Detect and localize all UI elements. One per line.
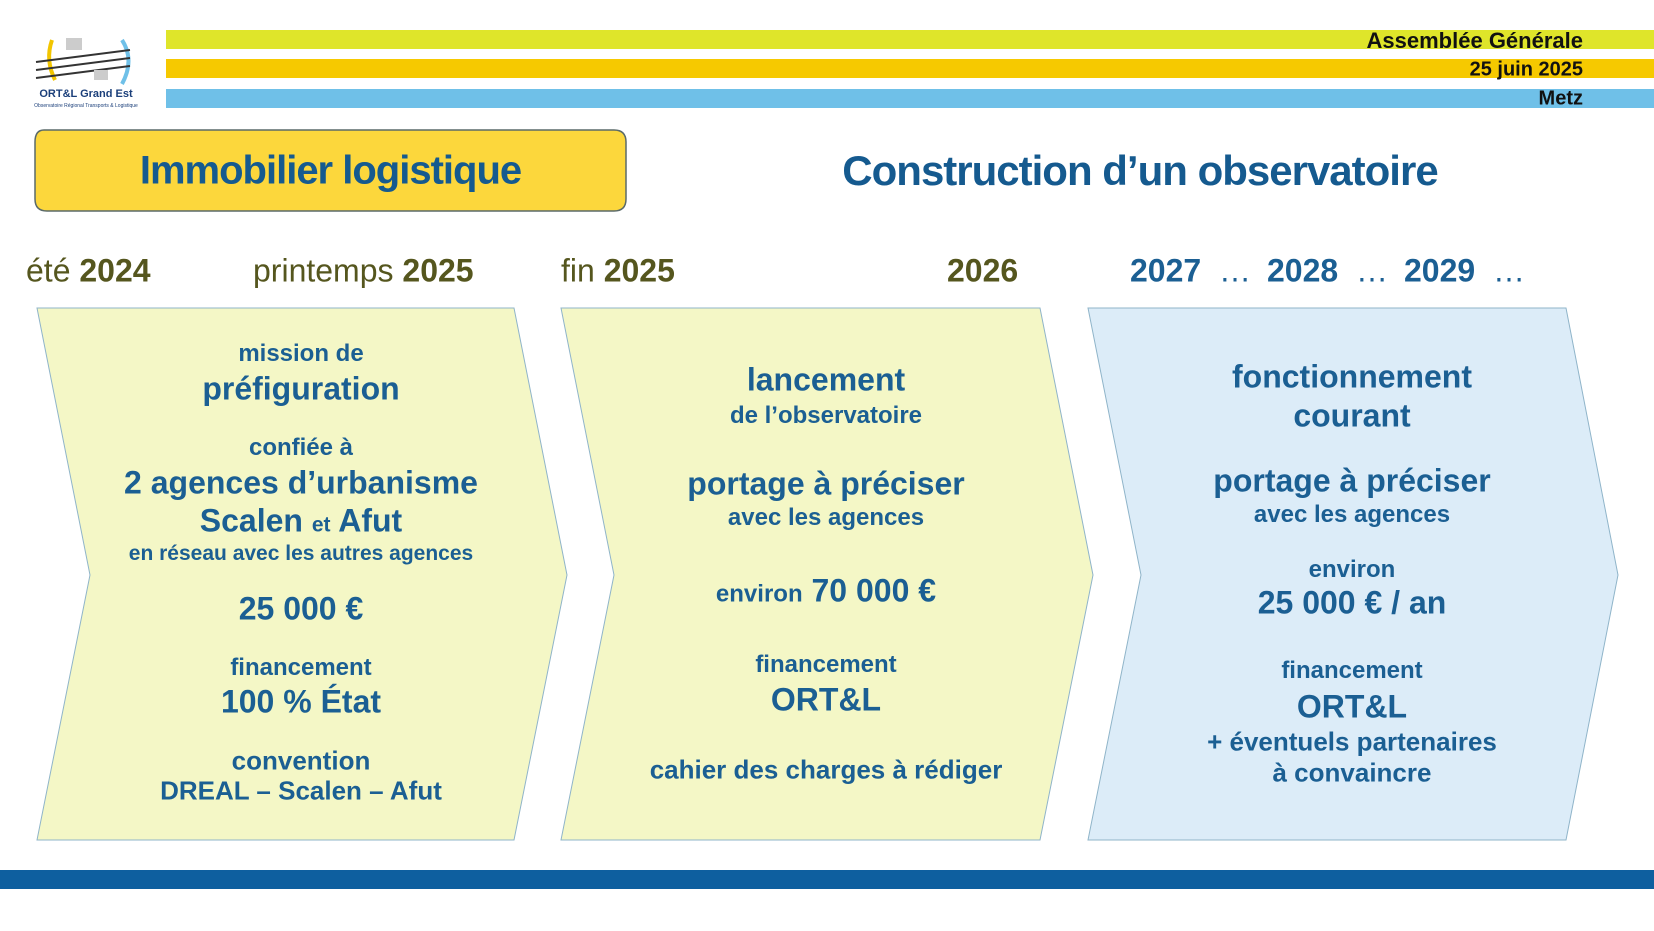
text: et — [311, 513, 331, 537]
line: avec les agences — [1253, 501, 1451, 528]
chevron — [36, 307, 568, 841]
timeline-label: 2028 … — [1267, 253, 1388, 290]
line: fonctionnement — [1232, 358, 1472, 395]
dots: … — [1492, 252, 1525, 289]
line: cahier des charges à rédiger — [649, 754, 1003, 785]
period: été — [26, 252, 71, 289]
title: Construction d’un observatoire — [842, 147, 1438, 194]
line: en réseau avec les autres agences — [128, 542, 474, 565]
line: courant — [1293, 397, 1411, 434]
tag-box — [34, 129, 627, 212]
line: convention — [231, 745, 371, 776]
dots: … — [1218, 252, 1251, 289]
logo-subtitle: Observatoire Régional Transports & Logis… — [34, 103, 138, 109]
line: financement — [230, 654, 372, 681]
line: DREAL – Scalen – Afut — [160, 775, 442, 806]
year: 2027 — [1130, 252, 1202, 289]
period: printemps — [253, 252, 394, 289]
chevron — [560, 307, 1094, 841]
line: mission de — [238, 340, 364, 367]
year: 2029 — [1404, 252, 1476, 289]
text: Afut — [338, 502, 403, 539]
year: 2025 — [603, 252, 675, 289]
timeline-label: été 2024 — [26, 253, 151, 290]
chevron — [1087, 307, 1619, 841]
logo — [35, 38, 131, 85]
line: à convaincre — [1272, 757, 1432, 788]
line: financement — [755, 651, 897, 678]
line: Scalen et Afut — [41, 503, 561, 540]
date: 25 juin 2025 — [1469, 58, 1583, 81]
line: environ — [1308, 556, 1396, 583]
line: ORT&L — [770, 681, 882, 718]
year: 2025 — [402, 252, 474, 289]
line: portage à préciser — [687, 465, 965, 502]
text: 70 000 € — [811, 572, 937, 609]
timeline-label: 2029 … — [1404, 253, 1525, 290]
year: 2028 — [1267, 252, 1339, 289]
year: 2024 — [79, 252, 151, 289]
timeline-label: printemps 2025 — [253, 253, 474, 290]
line: lancement — [746, 361, 906, 398]
line: confiée à — [248, 434, 354, 461]
line: financement — [1281, 657, 1423, 684]
line: portage à préciser — [1213, 462, 1491, 499]
timeline-label: 2026 — [947, 253, 1018, 290]
logo-name: ORT&L Grand Est — [39, 88, 133, 100]
line: 100 % État — [220, 683, 382, 720]
line: + éventuels partenaires — [1207, 726, 1497, 757]
tag: Immobilier logistique — [139, 148, 522, 193]
dots: … — [1355, 252, 1388, 289]
year: 2026 — [947, 252, 1019, 289]
line: 2 agences d’urbanisme — [124, 464, 478, 501]
place: Metz — [1538, 87, 1583, 110]
line: avec les agences — [727, 504, 925, 531]
event: Assemblée Générale — [1366, 28, 1583, 53]
line: ORT&L — [1296, 688, 1408, 725]
line: préfiguration — [202, 370, 400, 407]
text: Scalen — [199, 502, 303, 539]
line: de l’observatoire — [729, 402, 923, 429]
text: environ — [715, 580, 803, 608]
period: fin — [561, 252, 595, 289]
line: environ 70 000 € — [566, 573, 1086, 610]
timeline-label: fin 2025 — [561, 253, 675, 290]
line: 25 000 € / an — [1257, 584, 1447, 621]
line: 25 000 € — [238, 590, 364, 627]
timeline-label: 2027 … — [1130, 253, 1251, 290]
